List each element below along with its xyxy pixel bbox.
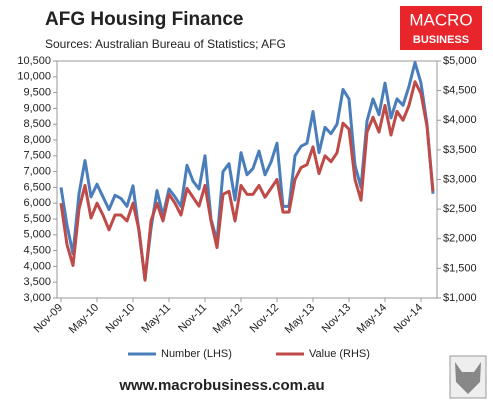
y2-tick-label: $2,500 <box>443 203 477 215</box>
x-tick-label: Nov-13 <box>320 302 354 336</box>
series-line <box>59 61 435 281</box>
x-tick-label: May-14 <box>355 302 389 336</box>
logo-text: BUSINESS <box>413 34 469 46</box>
x-tick-label: Nov-10 <box>104 302 138 336</box>
legend-label: Number (LHS) <box>161 348 232 360</box>
chart-subtitle: Sources: Australian Bureau of Statistics… <box>45 37 286 51</box>
y2-tick-label: $3,500 <box>443 144 477 156</box>
y2-tick-label: $3,000 <box>443 173 477 185</box>
x-tick-label: Nov-14 <box>392 302 426 336</box>
y2-tick-label: $4,500 <box>443 85 477 97</box>
y-tick-label: 4,000 <box>23 260 51 272</box>
y-tick-label: 9,000 <box>23 102 51 114</box>
wolf-icon <box>449 355 487 399</box>
x-tick-label: May-10 <box>67 302 101 336</box>
logo-text: MACRO <box>409 10 472 29</box>
y-tick-label: 5,500 <box>23 213 51 225</box>
y-tick-label: 7,500 <box>23 150 51 162</box>
y2-tick-label: $4,000 <box>443 114 477 126</box>
y-tick-label: 8,000 <box>23 134 51 146</box>
y2-tick-label: $5,000 <box>443 55 477 67</box>
legend-label: Value (RHS) <box>309 348 370 360</box>
plot-frame <box>56 60 438 299</box>
x-tick-label: Nov-12 <box>248 302 282 336</box>
y-tick-label: 4,500 <box>23 245 51 257</box>
y-tick-label: 8,500 <box>23 118 51 130</box>
logo-box <box>400 6 482 50</box>
y-tick-label: 7,000 <box>23 166 51 178</box>
chart-title: AFG Housing Finance <box>45 9 243 30</box>
x-tick-label: May-12 <box>211 302 245 336</box>
y-tick-label: 3,000 <box>23 292 51 304</box>
y-tick-label: 9,500 <box>23 87 51 99</box>
y-tick-label: 10,000 <box>17 71 51 83</box>
x-tick-label: May-13 <box>283 302 317 336</box>
y2-tick-label: $2,000 <box>443 233 477 245</box>
y-tick-label: 10,500 <box>17 55 51 67</box>
y2-tick-label: $1,000 <box>443 292 477 304</box>
series-line <box>59 80 435 282</box>
footer: www.macrobusiness.com.au <box>118 377 324 394</box>
y-tick-label: 3,500 <box>23 276 51 288</box>
y-tick-label: 5,000 <box>23 229 51 241</box>
x-tick-label: Nov-11 <box>176 302 209 335</box>
x-tick-label: May-11 <box>139 302 173 336</box>
y2-tick-label: $1,500 <box>443 262 477 274</box>
y-tick-label: 6,000 <box>23 197 51 209</box>
y-tick-label: 6,500 <box>23 181 51 193</box>
x-tick-label: Nov-09 <box>32 302 66 336</box>
